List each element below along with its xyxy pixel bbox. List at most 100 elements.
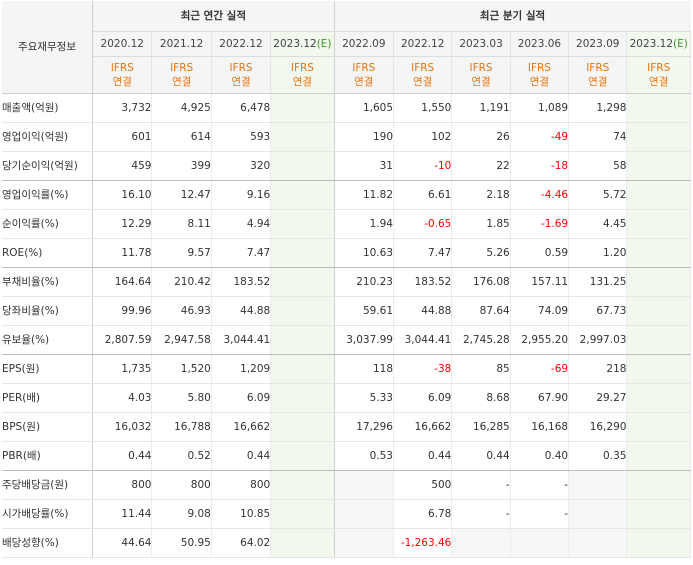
period-header: 2023.06 (510, 31, 570, 57)
table-row: 당기순이익(억원) 459 399 320 31 -10 22 -18 58 (2, 151, 691, 181)
value-cell: 800 (211, 470, 272, 500)
value-cell: 6.09 (211, 383, 272, 413)
value-cell (626, 151, 691, 181)
table-row: BPS(원) 16,032 16,788 16,662 17,296 16,662 16,2… (2, 412, 691, 442)
value-cell: - (510, 470, 570, 500)
value-cell: 2,955.20 (510, 325, 570, 355)
value-cell: -10 (393, 151, 453, 181)
value-cell: 46.93 (151, 296, 212, 326)
row-label: PBR(배) (2, 441, 94, 471)
value-cell (270, 383, 335, 413)
row-label: ROE(%) (2, 238, 94, 268)
table-row: PBR(배) 0.44 0.52 0.44 0.53 0.44 0.44 0.40 0.35 (2, 441, 691, 471)
row-label: 영업이익률(%) (2, 180, 94, 210)
value-cell: 16,788 (151, 412, 212, 442)
row-label: EPS(원) (2, 354, 94, 384)
period-header: 2022.12 (393, 31, 453, 57)
consolidated-label: 연결 (171, 75, 192, 88)
consolidated-label: 연결 (231, 75, 251, 88)
value-cell: 1,089 (510, 93, 570, 123)
ifrs-consolidated-label: IFRS 연결 (568, 56, 628, 94)
value-cell: 2,997.03 (568, 325, 628, 355)
value-cell (270, 93, 335, 123)
value-cell (568, 528, 628, 558)
value-cell: - (451, 499, 511, 529)
value-cell: 164.64 (92, 267, 153, 297)
value-cell: 11.82 (334, 180, 395, 210)
value-cell: 1,520 (151, 354, 212, 384)
value-cell: 9.08 (151, 499, 212, 529)
value-cell (270, 499, 335, 529)
value-cell: 2,947.58 (151, 325, 212, 355)
ifrs-label: IFRS (170, 61, 194, 74)
value-cell: 3,037.99 (334, 325, 395, 355)
value-cell: 6.78 (393, 499, 453, 529)
value-cell: 7.47 (393, 238, 453, 268)
value-cell: 29.27 (568, 383, 628, 413)
value-cell (270, 122, 335, 152)
ifrs-label: IFRS (290, 61, 314, 74)
value-cell: 44.88 (211, 296, 272, 326)
value-cell (270, 209, 335, 239)
value-cell: 183.52 (211, 267, 272, 297)
value-cell: 99.96 (92, 296, 153, 326)
consolidated-label: 연결 (354, 75, 374, 88)
value-cell: 16,032 (92, 412, 153, 442)
value-cell: 5.33 (334, 383, 395, 413)
value-cell: 601 (92, 122, 153, 152)
value-cell (626, 209, 691, 239)
table-row: 배당성향(%) 44.64 50.95 64.02 -1,263.46 (2, 528, 691, 558)
table-row: 주당배당금(원) 800 800 800 500- - (2, 470, 691, 500)
value-cell: 0.35 (568, 441, 628, 471)
period-label: 2022.12 (219, 37, 263, 50)
value-cell: 2,807.59 (92, 325, 153, 355)
row-label: 배당성향(%) (2, 528, 94, 558)
value-cell: 26 (451, 122, 511, 152)
estimate-marker: (E) (316, 37, 332, 50)
value-cell: -0.65 (393, 209, 453, 239)
value-cell: 0.44 (92, 441, 153, 471)
row-label: 시가배당률(%) (2, 499, 94, 529)
table-row: 순이익률(%) 12.29 8.11 4.94 1.94 -0.65 1.85 -1.69 4.… (2, 209, 691, 239)
row-label: 당기순이익(억원) (2, 151, 94, 181)
ifrs-consolidated-label: IFRS 연결 (334, 56, 395, 94)
value-cell: -1.69 (510, 209, 570, 239)
value-cell (270, 412, 335, 442)
corner-label: 주요재무정보 (2, 1, 94, 94)
value-cell: 1,735 (92, 354, 153, 384)
period-header: 2022.09 (334, 31, 395, 57)
value-cell: -1,263.46 (393, 528, 453, 558)
value-cell (626, 383, 691, 413)
value-cell (270, 441, 335, 471)
table-row: ROE(%) 11.78 9.57 7.47 10.63 7.47 5.26 0.59 1.20 (2, 238, 691, 268)
row-label: PER(배) (2, 383, 94, 413)
value-cell: 0.52 (151, 441, 212, 471)
value-cell: 0.59 (510, 238, 570, 268)
value-cell: 0.53 (334, 441, 395, 471)
value-cell: 9.57 (151, 238, 212, 268)
value-cell: 67.73 (568, 296, 628, 326)
value-cell: 44.64 (92, 528, 153, 558)
value-cell (626, 325, 691, 355)
value-cell: 3,732 (92, 93, 153, 123)
value-cell: 16,662 (211, 412, 272, 442)
ifrs-consolidated-label: IFRS 연결 (510, 56, 570, 94)
value-cell: 0.40 (510, 441, 570, 471)
value-cell: - (451, 470, 511, 500)
value-cell: 190 (334, 122, 395, 152)
value-cell: 8.11 (151, 209, 212, 239)
ifrs-label: IFRS (586, 61, 610, 74)
value-cell: 118 (334, 354, 395, 384)
value-cell: 157.11 (510, 267, 570, 297)
ifrs-label: IFRS (229, 61, 253, 74)
value-cell: 1.94 (334, 209, 395, 239)
row-label: 유보율(%) (2, 325, 94, 355)
value-cell: 22 (451, 151, 511, 181)
value-cell: 1.85 (451, 209, 511, 239)
period-label: 2023.12 (629, 37, 674, 50)
period-label: 2021.12 (159, 37, 204, 50)
annual-results-header: 최근 연간 실적 (92, 1, 335, 32)
value-cell: 50.95 (151, 528, 212, 558)
value-cell: 10.63 (334, 238, 395, 268)
value-cell: 800 (92, 470, 153, 500)
